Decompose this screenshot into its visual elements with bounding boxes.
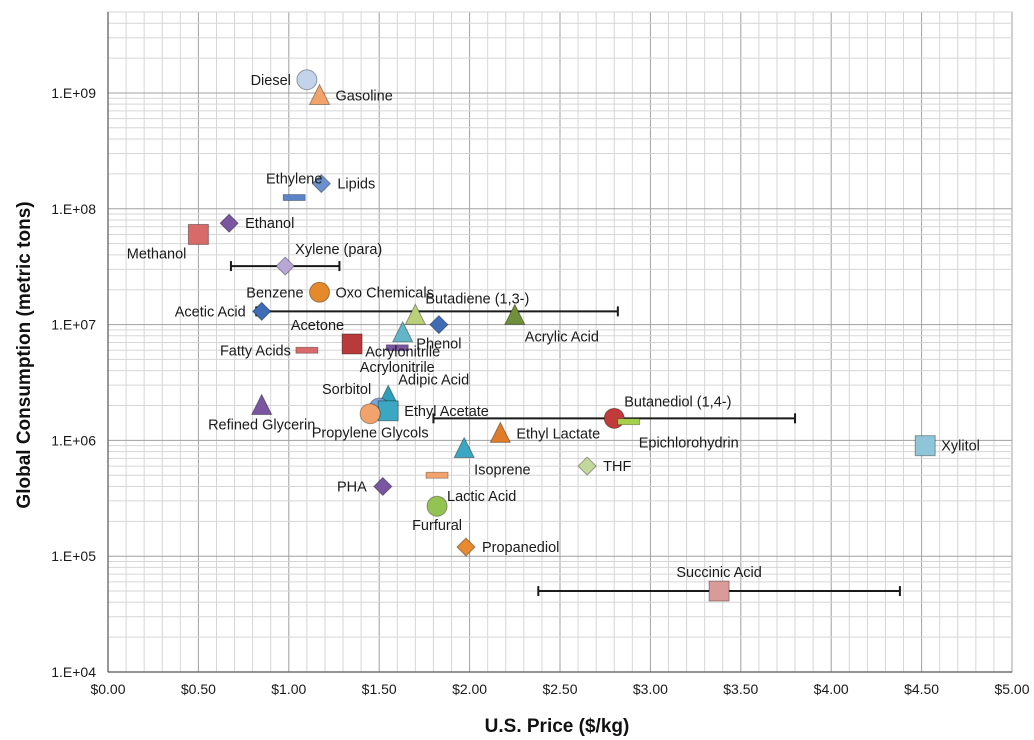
point-label: Benzene (246, 285, 303, 301)
point-label: Lipids (337, 177, 375, 193)
point-label: Succinic Acid (676, 565, 761, 581)
square-marker (914, 435, 936, 457)
point-label: Gasoline (336, 89, 393, 105)
triangle-marker (489, 421, 512, 443)
point-label: Epichlorohydrin (639, 436, 739, 452)
x-tick-label: $0.50 (181, 681, 216, 697)
dash-marker (425, 471, 449, 479)
point-label: Methanol (127, 246, 187, 262)
point-label: Phenol (416, 337, 461, 353)
diamond-marker (577, 456, 597, 476)
point-label: THF (603, 459, 631, 475)
dash-marker (385, 344, 409, 352)
x-axis-title: U.S. Price ($/kg) (485, 716, 630, 737)
x-tick-label: $4.50 (904, 681, 939, 697)
point-label: Butadiene (1,3-) (425, 291, 529, 307)
point-label: Furfural (412, 518, 462, 534)
point-label: Ethyl Acetate (404, 404, 489, 420)
square-marker (708, 580, 730, 602)
point-label: Acetic Acid (175, 304, 246, 320)
triangle-marker (503, 303, 526, 325)
circle-marker (309, 281, 331, 303)
diamond-marker (456, 537, 476, 557)
diamond-marker (275, 256, 295, 276)
diamond-marker (251, 301, 272, 322)
y-tick-label: 1.E+06 (51, 432, 96, 448)
circle-marker (296, 69, 318, 91)
point-label: Fatty Acids (220, 343, 291, 359)
x-tick-label: $2.50 (542, 681, 577, 697)
dash-marker (617, 418, 641, 426)
y-tick-label: 1.E+07 (51, 317, 96, 333)
y-tick-label: 1.E+04 (51, 664, 96, 680)
dash-marker (295, 346, 319, 354)
dash-marker (282, 194, 306, 201)
triangle-marker (391, 320, 414, 343)
point-label: Ethanol (245, 216, 294, 232)
diamond-marker (219, 213, 239, 233)
point-label: Diesel (251, 73, 291, 89)
triangle-marker (250, 393, 273, 416)
point-label: Xylitol (941, 439, 980, 455)
square-marker (377, 400, 399, 422)
circle-marker (426, 495, 448, 517)
point-label: Isoprene (474, 463, 530, 479)
y-tick-label: 1.E+09 (51, 85, 96, 101)
square-marker (341, 333, 363, 355)
point-label: Sorbitol (322, 382, 371, 398)
x-tick-label: $3.00 (633, 681, 668, 697)
x-tick-label: $4.00 (814, 681, 849, 697)
x-tick-label: $0.00 (90, 681, 125, 697)
point-label: Acrylonitrile (365, 345, 440, 361)
point-label: Lactic Acid (447, 489, 516, 505)
point-label: Acrylic Acid (525, 329, 599, 345)
point-label: Xylene (para) (295, 242, 382, 258)
point-label: Ethyl Lactate (516, 426, 600, 442)
data-markers (187, 69, 936, 602)
point-label: Oxo Chemicals (336, 285, 434, 301)
point-label: Acrylonitrile (360, 360, 435, 376)
point-label: Butanediol (1,4-) (624, 394, 731, 410)
point-label: PHA (337, 479, 367, 495)
circle-marker (359, 403, 381, 425)
x-tick-label: $2.00 (452, 681, 487, 697)
triangle-marker (308, 83, 331, 106)
point-label: Propanediol (482, 540, 559, 556)
point-label: Adipic Acid (398, 372, 469, 388)
point-label: Acetone (291, 318, 344, 334)
point-label: Refined Glycerin (208, 418, 315, 434)
diamond-marker (429, 314, 449, 335)
x-tick-label: $1.00 (271, 681, 306, 697)
tick-labels: $0.00 $0.50 $1.00 $1.50 $2.00 $2.50 $3.00 $3.50… (51, 85, 1029, 697)
square-marker (187, 223, 209, 245)
diamond-marker (311, 173, 332, 194)
point-label: Propylene Glycols (312, 426, 429, 442)
diamond-marker (373, 476, 393, 497)
y-tick-label: 1.E+08 (51, 201, 96, 217)
x-tick-label: $3.50 (723, 681, 758, 697)
y-tick-label: 1.E+05 (51, 548, 96, 564)
triangle-marker (453, 436, 475, 459)
x-tick-label: $1.50 (362, 681, 397, 697)
x-tick-label: $5.00 (994, 681, 1029, 697)
point-labels: Diesel Gasoline Lipids Ethylene Ethanol Metha… (127, 73, 980, 581)
triangle-marker (404, 303, 427, 325)
y-axis-title: Global Consumption (metric tons) (14, 201, 35, 508)
point-label: Ethylene (266, 172, 322, 188)
